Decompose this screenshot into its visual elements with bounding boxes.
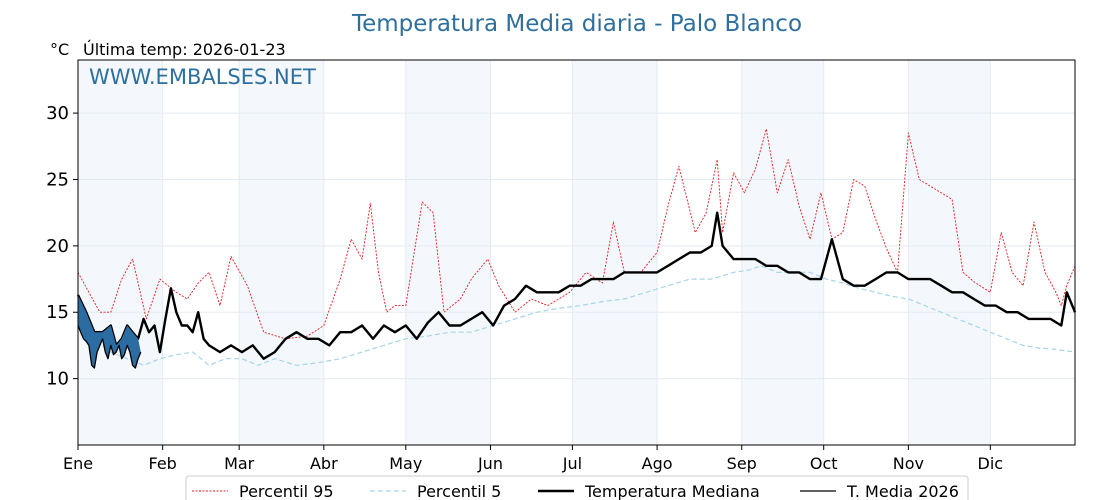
unit-label: °C — [50, 40, 69, 59]
x-tick-label: Sep — [727, 454, 757, 473]
legend-box — [185, 475, 969, 500]
y-tick-label: 10 — [46, 369, 69, 390]
y-tick-label: 15 — [46, 302, 69, 323]
x-tick-label: Nov — [893, 454, 924, 473]
month-band-mar — [239, 60, 324, 445]
x-tick-label: May — [389, 454, 422, 473]
legend-label-percentil-5: Percentil 5 — [417, 482, 501, 500]
series-line-percentil-5 — [77, 265, 1076, 366]
y-tick-label: 30 — [46, 103, 69, 124]
legend-label-percentil-95: Percentil 95 — [239, 482, 334, 500]
legend: Percentil 95 Percentil 5 Temperatura Media… — [185, 475, 969, 500]
x-tick-label: Oct — [810, 454, 838, 473]
x-tick-label: Jun — [477, 454, 503, 473]
month-bands — [78, 60, 991, 445]
y-axis-ticks: 10 15 20 25 30 — [46, 103, 78, 390]
x-tick-label: Dic — [978, 454, 1004, 473]
y-tick-label: 20 — [46, 236, 69, 257]
chart-title: Temperatura Media diaria - Palo Blanco — [351, 11, 802, 37]
y-tick-label: 25 — [46, 169, 69, 190]
x-axis-ticks: Ene Feb Mar Abr May Jun Jul Ago Sep Oct Nov Dic — [63, 445, 1003, 473]
x-tick-label: Abr — [310, 454, 338, 473]
legend-label-t-media-2026: T. Media 2026 — [846, 482, 959, 500]
plot-frame — [77, 59, 1076, 446]
month-band-may — [405, 60, 491, 445]
x-tick-label: Jul — [562, 454, 582, 473]
x-tick-label: Feb — [149, 454, 177, 473]
legend-label-temperatura-mediana: Temperatura Mediana — [584, 482, 760, 500]
x-tick-label: Ene — [63, 454, 93, 473]
series-line-percentil-95 — [77, 128, 1076, 340]
x-tick-label: Mar — [224, 454, 255, 473]
month-band-jul — [572, 60, 658, 445]
month-band-sep — [741, 60, 824, 445]
grid-lines — [77, 60, 1075, 445]
watermark: WWW.EMBALSES.NET — [89, 65, 316, 89]
month-band-ene — [78, 60, 163, 445]
month-band-nov — [908, 60, 991, 445]
series-line-temperatura-mediana — [76, 211, 1077, 360]
series-fill-t-media-2026 — [78, 295, 141, 368]
series-line-t-media-2026 — [77, 325, 142, 369]
x-tick-label: Ago — [642, 454, 673, 473]
chart-subtitle: Última temp: 2026-01-23 — [83, 40, 286, 59]
series-layer — [76, 128, 1077, 369]
